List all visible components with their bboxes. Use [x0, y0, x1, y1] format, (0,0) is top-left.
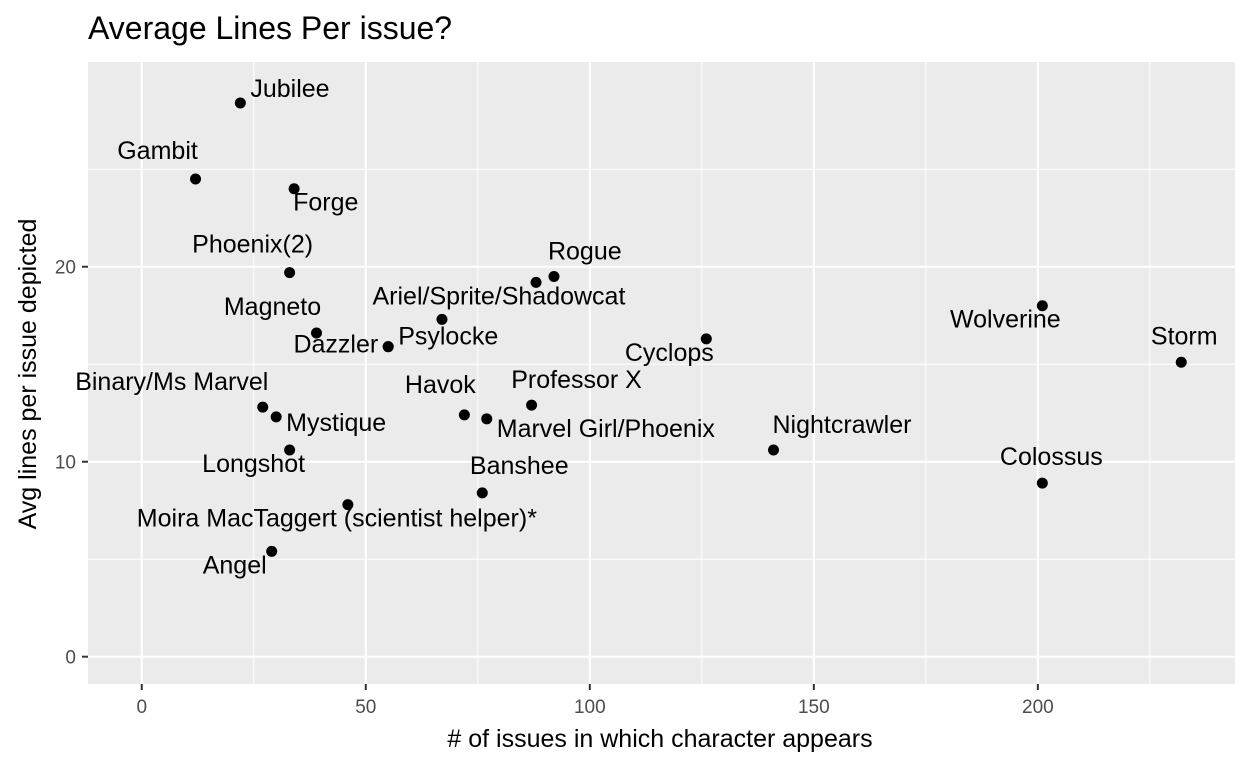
data-point	[458, 409, 470, 421]
point-label: Longshot	[202, 450, 305, 478]
data-point	[436, 313, 448, 325]
point-label: Colossus	[1000, 443, 1103, 471]
major-gridlines	[88, 62, 1235, 684]
data-point	[476, 487, 488, 499]
point-label: Binary/Ms Marvel	[75, 368, 268, 396]
point-label: Jubilee	[250, 75, 329, 103]
point-label: Wolverine	[950, 306, 1061, 334]
x-tick-label: 100	[574, 697, 606, 718]
data-point	[270, 411, 282, 423]
data-point	[548, 270, 560, 282]
point-label: Gambit	[117, 137, 198, 165]
point-label: Havok	[405, 371, 476, 399]
x-axis-title: # of issues in which character appears	[447, 725, 872, 753]
data-point	[284, 267, 296, 279]
point-label: Dazzler	[293, 331, 378, 359]
y-tick-label: 10	[55, 453, 76, 474]
point-label: Mystique	[286, 409, 386, 437]
data-point	[266, 545, 278, 557]
y-axis: 0 10 20	[55, 258, 88, 669]
chart-title: Average Lines Per issue?	[88, 10, 452, 46]
data-point	[288, 183, 300, 195]
x-tick-label: 0	[136, 697, 147, 718]
data-point	[342, 499, 354, 511]
y-tick-label: 20	[55, 258, 76, 279]
point-label: Storm	[1151, 322, 1218, 350]
point-label: Phoenix(2)	[192, 231, 313, 259]
point-label: Moira MacTaggert (scientist helper)*	[137, 505, 537, 533]
data-point	[1036, 300, 1048, 312]
point-label: Angel	[203, 551, 267, 579]
x-tick-label: 50	[355, 697, 376, 718]
point-label: Nightcrawler	[773, 411, 912, 439]
point-label: Cyclops	[625, 339, 714, 367]
data-point	[311, 327, 323, 339]
data-point	[530, 276, 542, 288]
data-point	[234, 97, 246, 109]
point-label: Forge	[293, 189, 358, 217]
y-axis-title: Avg lines per issue depicted	[14, 219, 42, 530]
data-point	[190, 173, 202, 185]
data-point	[284, 444, 296, 456]
data-point	[1036, 477, 1048, 489]
data-point	[1175, 356, 1187, 368]
data-point	[768, 444, 780, 456]
point-label: Magneto	[224, 293, 321, 321]
y-tick-label: 0	[65, 648, 76, 669]
plot-panel	[88, 62, 1235, 684]
point-label: Rogue	[548, 237, 622, 265]
data-point	[481, 413, 493, 425]
point-label: Banshee	[470, 452, 569, 480]
data-point	[700, 333, 712, 345]
point-label: Psylocke	[398, 323, 498, 351]
data-points	[190, 97, 1187, 557]
x-tick-label: 200	[1022, 697, 1054, 718]
minor-gridlines	[88, 62, 1235, 684]
x-axis: 0 50 100 150 200	[136, 684, 1054, 718]
point-labels: Jubilee Gambit Forge Phoenix(2) Rogue Ariel/S…	[75, 75, 1217, 579]
x-tick-label: 150	[798, 697, 830, 718]
point-label: Marvel Girl/Phoenix	[497, 415, 716, 443]
data-point	[526, 399, 538, 411]
point-label: Professor X	[511, 366, 642, 394]
point-label: Ariel/Sprite/Shadowcat	[373, 282, 626, 310]
data-point	[382, 341, 394, 353]
data-point	[257, 401, 269, 413]
